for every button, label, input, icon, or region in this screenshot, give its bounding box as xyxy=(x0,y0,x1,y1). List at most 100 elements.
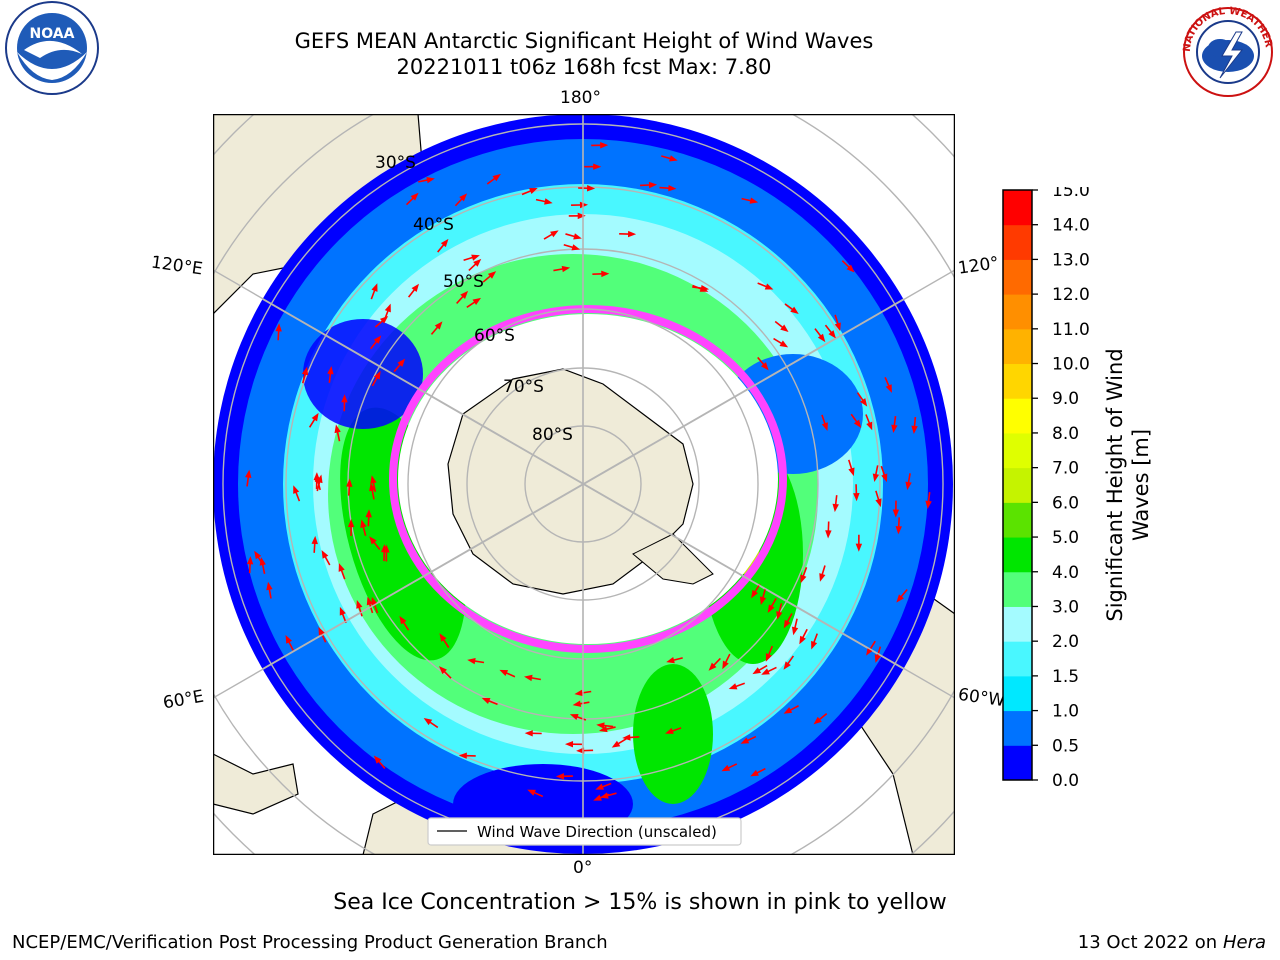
wave-direction-arrow xyxy=(856,392,868,407)
colorbar-band xyxy=(1003,294,1032,330)
wave-direction-arrow xyxy=(759,588,767,605)
nws-logo: NATIONAL WEATHER SERVICE xyxy=(1176,6,1274,97)
wave-direction-arrow xyxy=(576,747,594,754)
footer-date: 13 Oct 2022 on Hera xyxy=(1078,932,1266,953)
lat-label-40s: 40°S xyxy=(413,215,454,235)
colorbar-tick-label: 10.0 xyxy=(1052,355,1090,375)
wave-direction-arrow xyxy=(568,212,586,220)
wave-direction-arrow xyxy=(553,265,571,273)
wave-direction-arrow xyxy=(439,633,450,648)
colorbar-band xyxy=(1003,363,1032,399)
wave-direction-arrow xyxy=(369,482,376,500)
colorbar-tick-label: 14.0 xyxy=(1052,216,1090,236)
wave-direction-arrow xyxy=(373,755,386,769)
wave-direction-arrow xyxy=(468,258,482,272)
wave-direction-arrow xyxy=(783,655,795,670)
wave-direction-arrow xyxy=(563,243,581,251)
colorbar-band xyxy=(1003,571,1032,607)
wave-direction-arrow xyxy=(740,735,757,744)
wave-direction-arrow xyxy=(751,583,761,599)
wave-direction-arrow xyxy=(592,270,610,278)
wave-direction-arrow xyxy=(665,727,682,734)
wave-direction-arrow xyxy=(524,674,541,682)
wave-direction-arrow xyxy=(383,544,390,562)
colorbar-tick-label: 11.0 xyxy=(1052,320,1090,340)
wave-direction-arrow xyxy=(834,314,841,332)
wave-direction-arrow xyxy=(875,490,882,508)
wave-direction-arrow xyxy=(564,740,582,748)
colorbar-band xyxy=(1003,675,1032,712)
wave-direction-arrow xyxy=(596,722,614,729)
wave-direction-arrow xyxy=(750,767,766,777)
wave-direction-arrow xyxy=(338,563,346,580)
wave-direction-arrow xyxy=(757,282,774,290)
colorbar-tick-label: 3.0 xyxy=(1052,597,1079,617)
wave-direction-arrow xyxy=(275,323,282,341)
wave-direction-arrow xyxy=(619,230,637,238)
colorbar-band xyxy=(1003,224,1032,260)
colorbar-ticks: 0.0 0.5 1.0 1.5 2.0 3.0 4.0 5.0 6.0 7.0 8.0 9.0 10.0… xyxy=(1032,187,1090,787)
wave-direction-arrow xyxy=(313,472,320,490)
colorbar-tick-label: 8.0 xyxy=(1052,424,1079,444)
wave-direction-arrow xyxy=(458,752,476,759)
wave-direction-arrow xyxy=(819,565,826,582)
colorbar-tick-label: 4.0 xyxy=(1052,563,1079,583)
colorbar-bands xyxy=(1003,190,1032,781)
wave-direction-arrow xyxy=(824,324,836,339)
wave-direction-arrow xyxy=(783,705,799,714)
wave-direction-arrow xyxy=(905,473,912,491)
wave-direction-arrow xyxy=(791,618,799,636)
noaa-logo-text: NOAA xyxy=(30,26,75,42)
colorbar-tick-label: 13.0 xyxy=(1052,250,1090,270)
wave-direction-arrow xyxy=(872,465,880,483)
wave-direction-arrow xyxy=(301,366,309,384)
wave-direction-arrow xyxy=(318,626,327,643)
wave-direction-arrow xyxy=(254,550,264,566)
wave-direction-arrow xyxy=(370,283,378,300)
wave-direction-arrow xyxy=(574,689,592,697)
colorbar-band xyxy=(1003,432,1032,469)
wave-direction-arrow xyxy=(370,335,382,350)
wave-direction-arrow xyxy=(527,789,544,798)
noaa-logo: NOAA xyxy=(5,1,99,95)
wave-direction-arrow xyxy=(456,290,469,304)
colorbar-band xyxy=(1003,190,1032,226)
wave-direction-arrow xyxy=(437,238,449,253)
colorbar-band xyxy=(1003,259,1032,295)
colorbar-tick-label: 9.0 xyxy=(1052,389,1079,409)
colorbar-band xyxy=(1003,328,1032,365)
wave-direction-arrow xyxy=(430,321,443,335)
wave-direction-arrow xyxy=(661,155,678,162)
wave-direction-arrow xyxy=(482,271,497,283)
wave-direction-arrow xyxy=(327,365,334,383)
chart-title-line2: 20221011 t06z 168h fcst Max: 7.80 xyxy=(396,55,772,79)
wave-direction-arrow xyxy=(463,254,480,262)
lat-label-80s: 80°S xyxy=(532,425,573,445)
colorbar-tick-label: 0.0 xyxy=(1052,771,1079,787)
wave-direction-arrow xyxy=(911,416,918,434)
colorbar-tick-label: 6.0 xyxy=(1052,493,1079,513)
wave-direction-arrow xyxy=(821,414,828,431)
colorbar: 0.0 0.5 1.0 1.5 2.0 3.0 4.0 5.0 6.0 7.0 8.0 9.0 10.0… xyxy=(1002,187,1153,787)
lat-label-50s: 50°S xyxy=(443,272,484,292)
colorbar-tick-label: 2.0 xyxy=(1052,632,1079,652)
wave-direction-arrow xyxy=(308,412,319,428)
wave-direction-arrow xyxy=(611,738,627,748)
wave-direction-arrow xyxy=(418,176,435,184)
polar-wave-map: 30°S 40°S 50°S 60°S 70°S 80°S Wind Wave … xyxy=(213,114,955,855)
wave-direction-arrow xyxy=(365,509,372,527)
wave-direction-arrow xyxy=(659,184,677,192)
lat-label-70s: 70°S xyxy=(503,377,544,397)
wave-direction-arrow xyxy=(847,459,855,477)
wave-direction-arrow xyxy=(285,635,294,651)
wave-direction-arrow xyxy=(891,416,898,434)
wave-direction-arrow xyxy=(466,297,482,308)
wave-direction-arrow xyxy=(383,303,391,320)
wave-direction-arrow xyxy=(543,230,559,240)
lon-label-right-upper: 120° xyxy=(956,253,1001,279)
legend-label: Wind Wave Direction (unscaled) xyxy=(477,823,717,841)
wave-direction-arrow xyxy=(811,633,818,650)
wave-direction-arrow xyxy=(813,713,828,725)
footer-machine: Hera xyxy=(1222,932,1266,953)
colorbar-tick-label: 7.0 xyxy=(1052,459,1079,479)
